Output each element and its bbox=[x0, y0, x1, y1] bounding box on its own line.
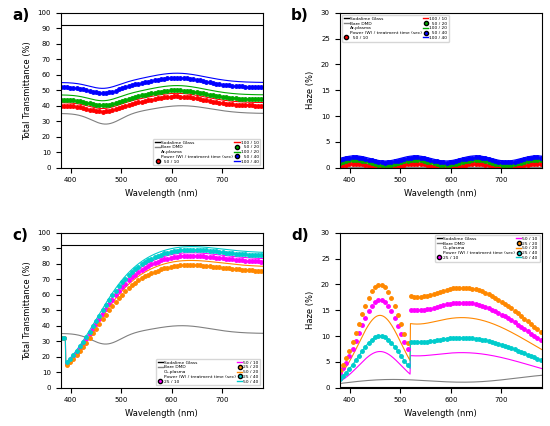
X-axis label: Wavelength (nm): Wavelength (nm) bbox=[404, 189, 477, 198]
Legend: Sodalime Glass, Bare DMD, O₂-plasma, Power (W) / treatment time (sec), 25 / 10, : Sodalime Glass, Bare DMD, O₂-plasma, Pow… bbox=[435, 235, 540, 262]
Y-axis label: Total Transmittance (%): Total Transmittance (%) bbox=[23, 261, 32, 360]
Text: b): b) bbox=[291, 8, 309, 23]
Legend: Sodalime Glass, Bare DMD, Ar-plasma, Power (W) / treatment time (sec),   50 / 10: Sodalime Glass, Bare DMD, Ar-plasma, Pow… bbox=[153, 139, 261, 165]
Legend: Sodalime Glass, Bare DMD, O₂-plasma, Power (W) / treatment time (sec), 25 / 10, : Sodalime Glass, Bare DMD, O₂-plasma, Pow… bbox=[156, 359, 261, 386]
X-axis label: Wavelength (nm): Wavelength (nm) bbox=[125, 189, 198, 198]
Y-axis label: Haze (%): Haze (%) bbox=[306, 71, 315, 109]
Legend: Sodalime Glass, Bare DMD, Ar-plasma, Power (W) / treatment time (sec),   50 / 10: Sodalime Glass, Bare DMD, Ar-plasma, Pow… bbox=[342, 15, 449, 42]
Text: a): a) bbox=[12, 8, 29, 23]
Y-axis label: Haze (%): Haze (%) bbox=[306, 291, 315, 329]
X-axis label: Wavelength (nm): Wavelength (nm) bbox=[404, 409, 477, 418]
Text: c): c) bbox=[12, 228, 28, 243]
Y-axis label: Total Transmittance (%): Total Transmittance (%) bbox=[23, 41, 32, 140]
Text: d): d) bbox=[291, 228, 309, 243]
X-axis label: Wavelength (nm): Wavelength (nm) bbox=[125, 409, 198, 418]
